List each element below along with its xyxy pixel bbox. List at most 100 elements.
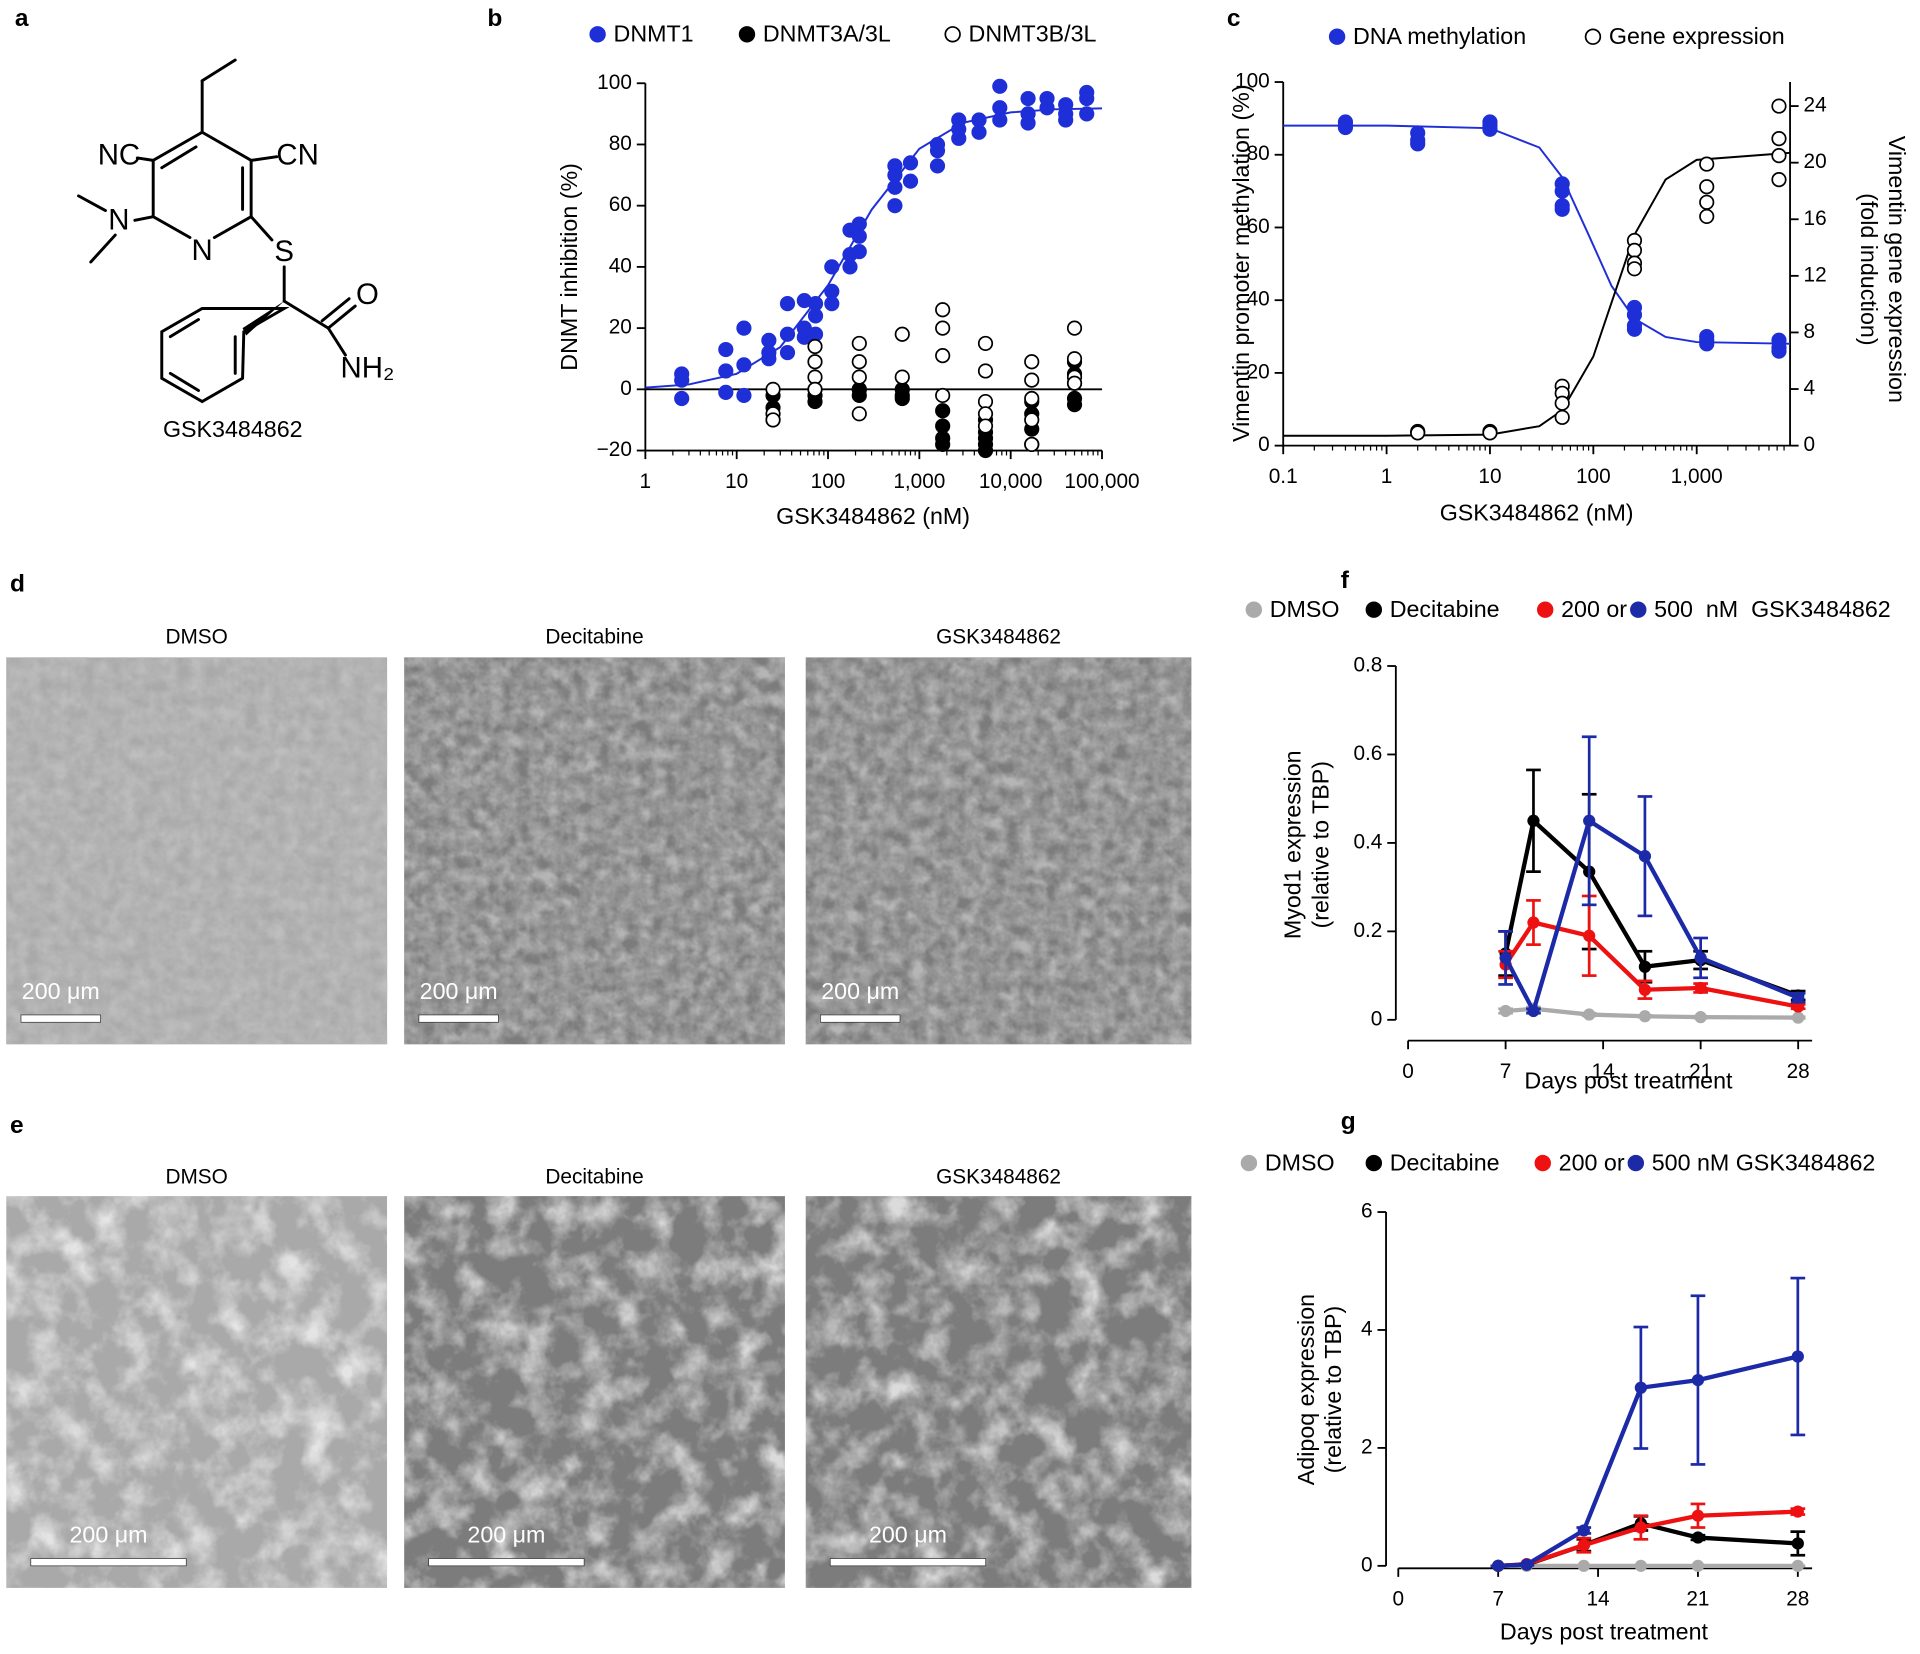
legend-label: Decitabine [1390, 596, 1500, 622]
legend-marker [1584, 28, 1602, 45]
x-tick-label: 28 [1786, 1588, 1809, 1611]
point [1634, 1381, 1647, 1394]
micrograph-title: DMSO [165, 1165, 227, 1188]
legend-label: 200 or [1561, 596, 1627, 622]
chart: f 0 0.2 0.4 0.6 0.8 0 7 14 21 28 Days post treatmen… [1245, 567, 1891, 1093]
legend-label: DNMT1 [614, 21, 694, 47]
point [894, 390, 910, 407]
y-tick-label: 40 [1247, 288, 1270, 311]
panel-label: e [10, 1112, 24, 1139]
point [902, 173, 919, 189]
point [1791, 1350, 1804, 1363]
point [1699, 194, 1715, 210]
x-tick-label: 28 [1787, 1060, 1810, 1083]
point [736, 387, 752, 404]
point [1626, 242, 1643, 258]
point [718, 341, 734, 358]
atom-label: N [108, 203, 129, 236]
y2-tick-label: 12 [1804, 263, 1827, 286]
legend-marker [589, 26, 606, 43]
y-tick-label: 0 [1361, 1553, 1373, 1576]
point [1771, 131, 1787, 147]
point [1066, 397, 1083, 413]
y-tick-label: 0.2 [1353, 919, 1382, 942]
scale-bar-label: 200 μm [70, 1522, 148, 1548]
y2-axis-title: Vimentin gene expression [1884, 136, 1910, 403]
x-tick-label: 14 [1592, 1060, 1615, 1083]
point [1634, 1559, 1647, 1572]
point [887, 179, 903, 195]
point [1577, 1539, 1590, 1552]
point [1527, 814, 1540, 827]
point [824, 296, 840, 312]
x-tick-label: 10 [725, 470, 748, 493]
cell-texture [805, 1196, 1192, 1588]
point [1554, 183, 1570, 199]
point [1699, 208, 1715, 225]
point [842, 259, 858, 275]
point [1079, 90, 1095, 107]
point [1020, 115, 1036, 131]
point [1699, 336, 1715, 352]
point [977, 335, 994, 352]
x-tick-label: 1,000 [1671, 465, 1723, 488]
legend-marker [944, 26, 961, 43]
scale-bar [829, 1558, 987, 1567]
y2-tick-label: 20 [1804, 150, 1827, 173]
point [977, 363, 994, 379]
cell-texture [404, 657, 785, 1045]
atom-label: CN [276, 138, 318, 171]
point [824, 259, 840, 275]
legend-marker [1365, 1154, 1383, 1172]
point [1577, 1524, 1590, 1537]
legend-label: Gene expression [1609, 23, 1785, 49]
series-line [1503, 818, 1799, 1014]
point [1694, 981, 1707, 995]
y-tick-label: 80 [609, 132, 632, 155]
point [935, 403, 951, 419]
legend-marker [1537, 601, 1554, 618]
point [1634, 1521, 1647, 1534]
x-axis-title: Days post treatment [1524, 1067, 1733, 1093]
structure: a NC CN N N [15, 5, 395, 442]
point [851, 354, 867, 370]
point [736, 320, 752, 336]
fit-curve [1283, 124, 1791, 345]
chart: c 0 20 40 60 80 100 0 4 8 12 16 20 24 0.1 1 10 100 1,000 GS… [1227, 5, 1910, 525]
micrograph-title: GSK3484862 [936, 625, 1061, 648]
scale-bar-label: 200 μm [420, 978, 498, 1004]
y-tick-label: 20 [609, 316, 632, 339]
compound-name: GSK3484862 [163, 416, 303, 442]
x-tick-label: 100 [811, 470, 846, 493]
x-tick-label: 7 [1500, 1060, 1512, 1083]
point [1527, 916, 1540, 929]
point [1691, 1509, 1705, 1522]
y-tick-label: 0.6 [1353, 742, 1382, 765]
point [1691, 1531, 1705, 1544]
point [807, 381, 823, 397]
point [1638, 1010, 1652, 1023]
atom-label: O [356, 278, 379, 311]
scale-bar [820, 1014, 901, 1023]
legend-label: DNMT3B/3L [969, 21, 1097, 47]
x-axis-title: GSK3484862 (nM) [776, 503, 970, 529]
y-axis-title: Myod1 expression [1279, 750, 1305, 939]
point [718, 363, 734, 379]
point [1492, 1559, 1505, 1572]
point [674, 372, 690, 388]
y2-tick-label: 8 [1804, 320, 1816, 343]
atom-label: N [192, 234, 213, 267]
series-line [1503, 818, 1799, 998]
point [1024, 354, 1040, 370]
y-tick-label: 80 [1247, 142, 1270, 165]
point [1554, 409, 1570, 425]
point [1792, 991, 1805, 1004]
point [851, 228, 867, 244]
panel-label: d [10, 571, 25, 598]
legend-marker [1534, 1154, 1551, 1172]
point [674, 390, 690, 407]
point [935, 436, 951, 453]
point [1791, 1505, 1804, 1518]
point [1694, 1011, 1707, 1024]
cell-texture [6, 1196, 388, 1588]
